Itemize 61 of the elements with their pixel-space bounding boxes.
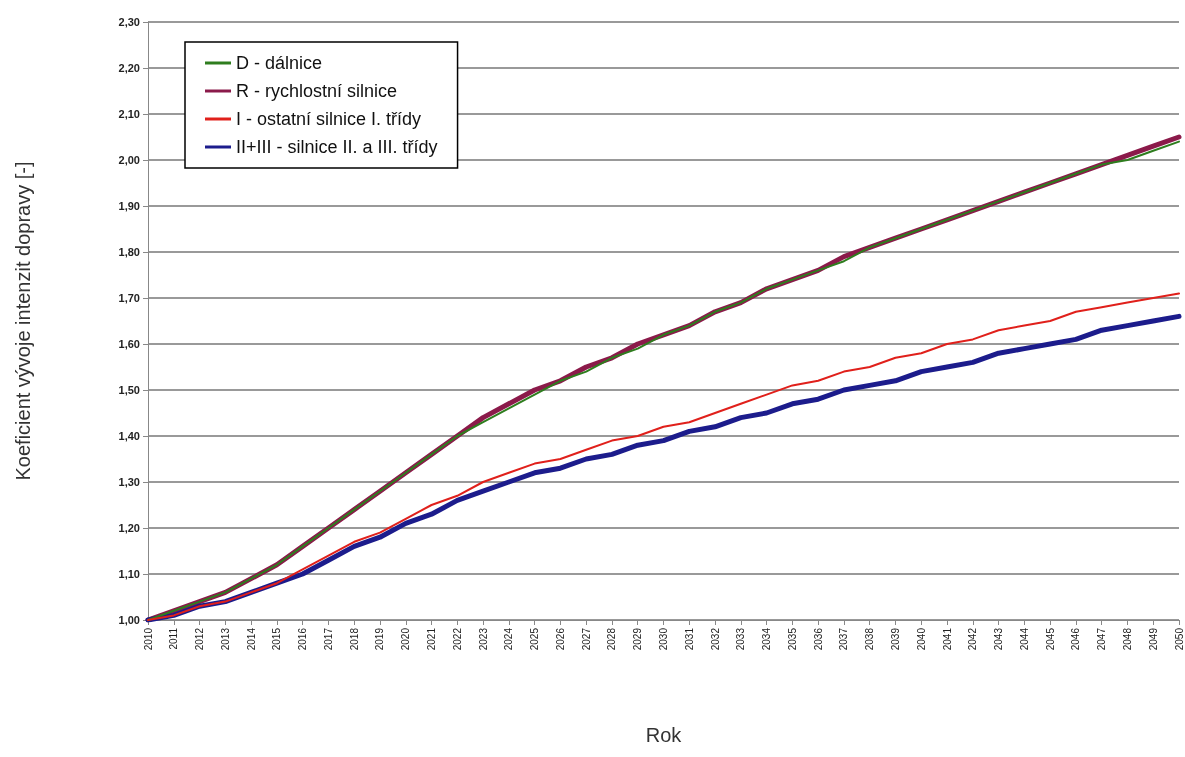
x-tick-label: 2044 (1018, 627, 1030, 651)
y-tick-label: 1,50 (118, 384, 140, 396)
y-tick-label: 2,30 (118, 16, 140, 28)
x-tick-label: 2025 (529, 627, 541, 651)
legend-label: I - ostatní silnice I. třídy (236, 109, 422, 129)
x-tick-label: 2017 (322, 627, 334, 651)
x-tick-label: 2020 (400, 627, 412, 651)
x-tick-label: 2027 (580, 627, 592, 651)
x-tick-label: 2048 (1121, 627, 1133, 651)
x-tick-label: 2037 (838, 627, 850, 651)
x-tick-label: 2040 (915, 627, 927, 651)
y-tick-label: 1,80 (118, 246, 140, 258)
x-tick-label: 2012 (194, 627, 206, 651)
y-tick-label: 2,00 (118, 154, 140, 166)
y-tick-label: 2,10 (118, 108, 140, 120)
x-tick-label: 2039 (889, 627, 901, 651)
y-tick-label: 1,90 (118, 200, 140, 212)
x-tick-label: 2032 (709, 627, 721, 651)
y-tick-label: 1,40 (118, 430, 140, 442)
x-tick-label: 2019 (374, 627, 386, 651)
x-tick-label: 2015 (271, 627, 283, 651)
x-tick-label: 2042 (967, 627, 979, 651)
y-tick-label: 1,00 (118, 614, 140, 626)
x-tick-label: 2028 (606, 627, 618, 651)
y-tick-label: 1,10 (118, 568, 140, 580)
x-tick-label: 2050 (1173, 627, 1185, 651)
x-tick-label: 2035 (786, 627, 798, 651)
x-tick-label: 2024 (503, 627, 515, 651)
x-tick-label: 2034 (761, 627, 773, 651)
x-tick-label: 2018 (348, 627, 360, 651)
x-tick-label: 2047 (1096, 627, 1108, 651)
y-tick-label: 1,60 (118, 338, 140, 350)
x-tick-label: 2046 (1070, 627, 1082, 651)
x-tick-label: 2029 (632, 627, 644, 651)
x-tick-label: 2010 (142, 627, 154, 651)
x-tick-label: 2033 (735, 627, 747, 651)
x-tick-label: 2023 (477, 627, 489, 651)
x-tick-label: 2014 (245, 627, 257, 651)
x-tick-label: 2043 (993, 627, 1005, 651)
x-tick-label: 2013 (219, 627, 231, 651)
legend-label: R - rychlostní silnice (236, 81, 398, 101)
y-axis-title: Koeficient vývoje intenzit dopravy [-] (12, 161, 34, 481)
x-tick-label: 2045 (1044, 627, 1056, 651)
x-tick-label: 2038 (864, 627, 876, 651)
x-tick-label: 2041 (941, 627, 953, 651)
x-tick-label: 2016 (297, 627, 309, 651)
y-tick-label: 1,70 (118, 292, 140, 304)
x-tick-label: 2022 (451, 627, 463, 651)
x-tick-label: 2030 (658, 627, 669, 651)
x-axis-title: Rok (645, 724, 683, 746)
x-tick-label: 2036 (812, 627, 824, 651)
legend-label: D - dálnice (236, 53, 323, 73)
y-tick-label: 2,20 (118, 62, 140, 74)
x-tick-label: 2021 (426, 627, 438, 651)
x-tick-label: 2031 (683, 627, 695, 651)
y-tick-label: 1,20 (118, 522, 140, 534)
legend-label: II+III - silnice II. a III. třídy (236, 137, 438, 157)
x-tick-label: 2026 (554, 627, 566, 651)
y-tick-label: 1,30 (118, 476, 140, 488)
x-tick-label: 2011 (168, 627, 180, 650)
x-tick-label: 2049 (1147, 627, 1159, 651)
